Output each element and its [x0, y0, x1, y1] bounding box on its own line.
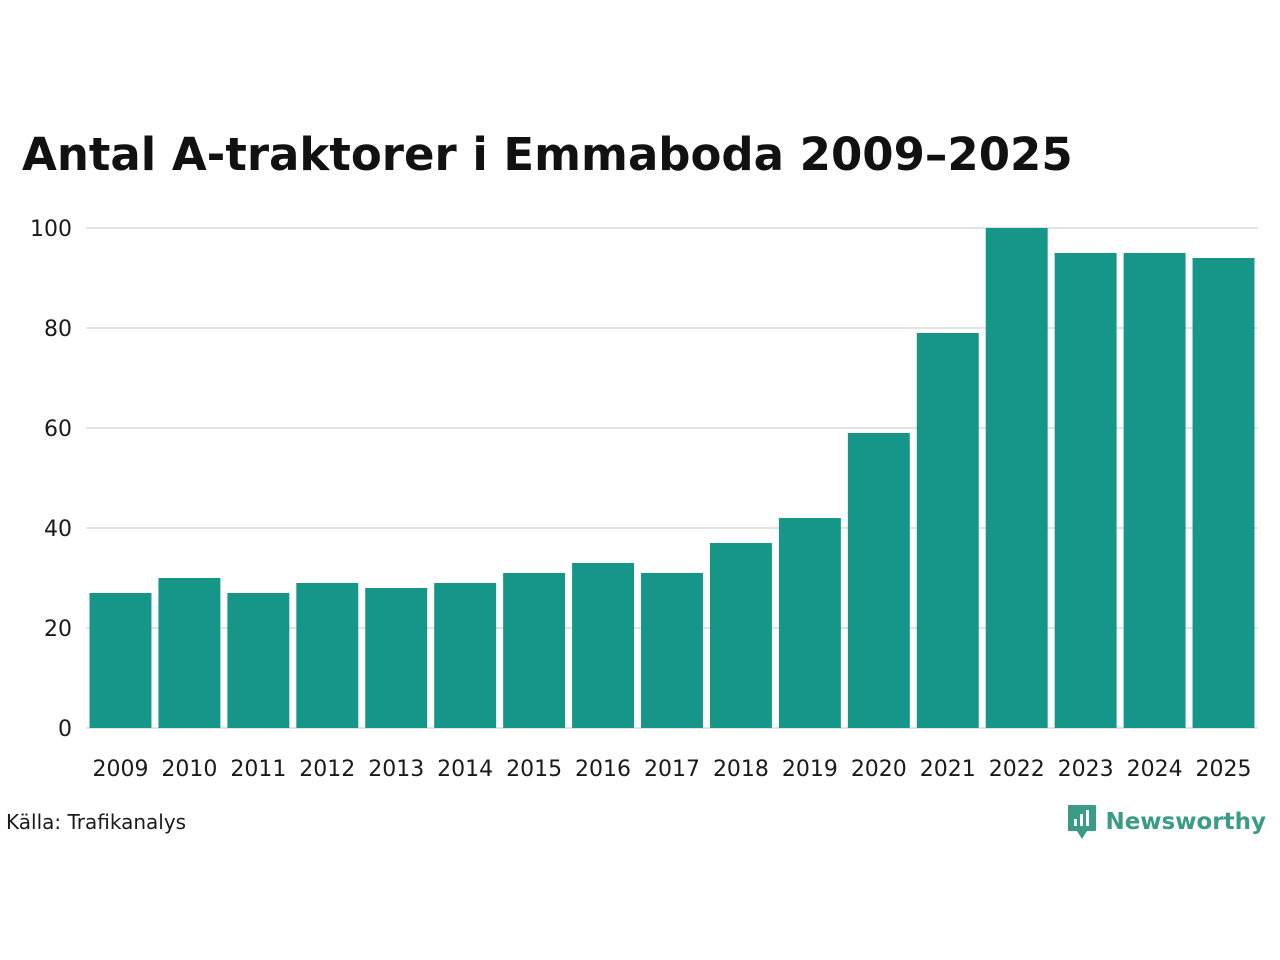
y-tick-label: 80 — [44, 317, 72, 342]
bar-2024 — [1123, 253, 1186, 728]
x-tick-label: 2011 — [230, 757, 286, 782]
bars — [89, 228, 1255, 728]
bar-2022 — [985, 228, 1048, 728]
y-tick-label: 40 — [44, 517, 72, 542]
chart-title: Antal A-traktorer i Emmaboda 2009–2025 — [22, 128, 1073, 181]
x-tick-label: 2020 — [851, 757, 907, 782]
bar-2015 — [503, 573, 566, 728]
x-tick-label: 2010 — [161, 757, 217, 782]
bar-2014 — [434, 583, 497, 728]
x-axis-ticks: 2009 2010 2011 2012 2013 2014 2015 2016 2017 2018… — [92, 757, 1251, 782]
x-tick-label: 2009 — [92, 757, 148, 782]
bar-chart: 0 20 40 60 80 100 2009 2010 2011 2012 2013 2014 201… — [30, 217, 1258, 782]
y-tick-label: 100 — [30, 217, 72, 242]
bar-2018 — [709, 543, 772, 728]
x-tick-label: 2017 — [644, 757, 700, 782]
x-tick-label: 2019 — [782, 757, 838, 782]
brand-name: Newsworthy — [1105, 809, 1266, 835]
x-tick-label: 2012 — [299, 757, 355, 782]
bar-2010 — [158, 578, 221, 728]
source-note: Källa: Trafikanalys — [6, 810, 187, 834]
x-tick-label: 2013 — [368, 757, 424, 782]
y-axis-ticks: 0 20 40 60 80 100 — [30, 217, 72, 742]
x-tick-label: 2021 — [920, 757, 976, 782]
x-tick-label: 2023 — [1058, 757, 1114, 782]
bar-2025 — [1192, 258, 1255, 728]
bar-2020 — [847, 433, 910, 728]
bar-2019 — [778, 518, 841, 728]
bar-2012 — [296, 583, 359, 728]
x-tick-label: 2022 — [989, 757, 1045, 782]
bar-2016 — [572, 563, 635, 728]
x-tick-label: 2014 — [437, 757, 493, 782]
y-tick-label: 20 — [44, 617, 72, 642]
bar-2021 — [916, 333, 979, 728]
bar-2011 — [227, 593, 290, 728]
x-tick-label: 2016 — [575, 757, 631, 782]
newsworthy-logo-icon — [1068, 805, 1097, 839]
brand-logo: Newsworthy — [1067, 804, 1266, 840]
bar-2023 — [1054, 253, 1117, 728]
bar-2013 — [365, 588, 428, 728]
x-tick-label: 2015 — [506, 757, 562, 782]
bar-2009 — [89, 593, 152, 728]
bar-2017 — [641, 573, 703, 728]
y-tick-label: 60 — [44, 417, 72, 442]
x-tick-label: 2018 — [713, 757, 769, 782]
y-tick-label: 0 — [58, 717, 72, 742]
x-tick-label: 2025 — [1196, 757, 1252, 782]
x-tick-label: 2024 — [1127, 757, 1183, 782]
